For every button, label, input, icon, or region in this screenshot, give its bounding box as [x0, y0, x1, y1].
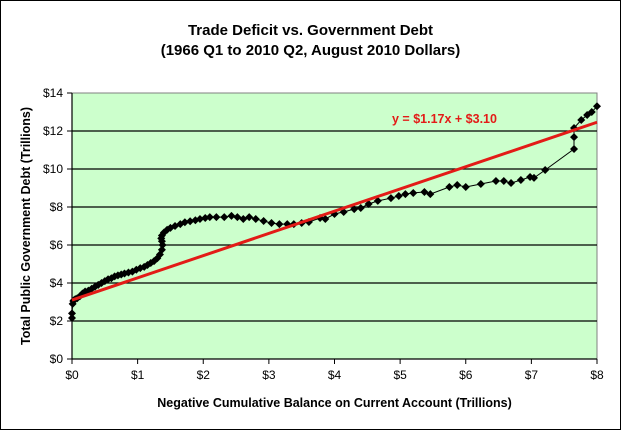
- tick-labels: $0 $2 $4 $6 $8 $10 $12 $14 $0 $1 $2 $3 $4 $5 $6 $7 $8: [43, 86, 604, 382]
- data-point-marker: [445, 183, 454, 192]
- data-point-marker: [205, 213, 214, 222]
- trendline-equation: y = $1.17x + $3.10: [392, 112, 497, 126]
- data-point-marker: [409, 188, 418, 197]
- data-point-marker: [157, 245, 166, 254]
- data-point-marker: [356, 203, 365, 212]
- data-point-marker: [233, 213, 242, 222]
- data-point-marker: [426, 190, 435, 199]
- data-point-marker: [186, 217, 195, 226]
- chart-title: Trade Deficit vs. Government Debt: [187, 22, 434, 39]
- data-point-marker: [251, 214, 260, 223]
- y-tick-label: $2: [50, 314, 64, 328]
- x-axis-label: Negative Cumulative Balance on Current A…: [157, 396, 512, 410]
- data-point-marker: [593, 102, 601, 111]
- data-point-marker: [227, 211, 236, 220]
- data-point-marker: [275, 220, 284, 229]
- data-point-marker: [394, 191, 403, 200]
- y-tick-label: $14: [43, 86, 63, 100]
- data-point-marker: [499, 176, 508, 185]
- data-point-marker: [587, 108, 596, 116]
- data-point-marker: [180, 218, 189, 227]
- trendline: [71, 120, 598, 302]
- data-point-marker: [245, 213, 254, 222]
- x-tick-label: $0: [65, 368, 79, 382]
- x-tick-label: $4: [328, 368, 342, 382]
- data-point-marker: [364, 199, 373, 208]
- data-point-marker: [570, 145, 579, 154]
- y-tick-label: $0: [50, 352, 64, 366]
- data-point-marker: [350, 205, 359, 214]
- data-point-marker: [153, 254, 162, 263]
- data-point-marker: [267, 218, 276, 227]
- data-point-marker: [541, 165, 550, 174]
- data-point-marker: [321, 214, 330, 223]
- data-point-marker: [259, 217, 268, 226]
- data-point-marker: [401, 190, 410, 199]
- data-point-marker: [68, 309, 76, 318]
- x-tick-label: $2: [197, 368, 211, 382]
- data-point-marker: [516, 176, 525, 185]
- data-point-marker: [491, 176, 500, 185]
- y-tick-label: $8: [50, 200, 64, 214]
- data-point-marker: [507, 179, 516, 188]
- x-tick-label: $5: [393, 368, 407, 382]
- data-point-marker: [570, 123, 579, 132]
- y-tick-label: $12: [43, 124, 63, 138]
- data-point-marker: [239, 214, 248, 223]
- data-point-marker: [530, 173, 538, 182]
- data-point-marker: [212, 213, 221, 222]
- x-tick-label: $3: [262, 368, 276, 382]
- x-tick-label: $8: [590, 368, 604, 382]
- data-point-marker: [476, 180, 485, 189]
- data-point-marker: [386, 194, 395, 203]
- data-point-marker: [195, 214, 204, 223]
- x-tick-label: $7: [525, 368, 539, 382]
- data-point-marker: [577, 115, 586, 124]
- data-point-marker: [220, 213, 229, 222]
- x-tick-label: $6: [459, 368, 473, 382]
- y-tick-label: $4: [50, 276, 64, 290]
- data-point-marker: [461, 183, 470, 192]
- y-tick-label: $6: [50, 238, 64, 252]
- y-tick-label: $10: [43, 162, 63, 176]
- data-point-marker: [570, 133, 579, 142]
- plot-background: [71, 92, 598, 360]
- chart-subtitle: (1966 Q1 to 2010 Q2, August 2010 Dollars…: [160, 42, 461, 59]
- x-tick-label: $1: [131, 368, 145, 382]
- data-point-marker: [453, 180, 462, 189]
- data-point-marker: [373, 196, 382, 205]
- gridlines: [72, 130, 597, 322]
- data-point-marker: [68, 313, 76, 322]
